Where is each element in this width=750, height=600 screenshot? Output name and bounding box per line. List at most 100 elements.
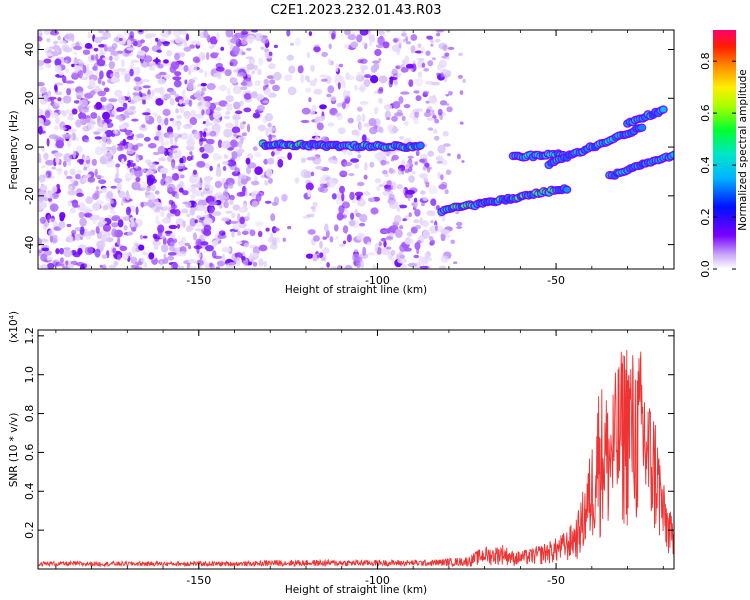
noise-blob [246,47,252,52]
noise-blob [413,119,420,125]
noise-blob [144,30,148,33]
noise-blob [335,63,339,72]
noise-blob [154,87,161,93]
noise-blob [362,65,369,70]
noise-blob [181,96,190,106]
noise-blob [47,90,52,96]
noise-blob [427,150,435,157]
noise-blob [440,72,444,78]
noise-blob [458,52,463,57]
noise-blob [201,109,205,116]
noise-blob [127,160,131,169]
noise-blob [337,127,346,135]
noise-blob [217,163,221,168]
noise-blob [132,66,141,76]
spectrogram-panel: -150 -100 -50 -40 -20 0 20 40 Height of straig… [8,29,675,296]
noise-blob [387,187,393,191]
noise-blob [93,131,101,135]
noise-blob [46,52,53,57]
noise-blob [236,256,240,262]
noise-blob [422,196,429,201]
noise-blob [96,240,106,249]
noise-blob [347,117,354,124]
noise-blob [366,241,371,246]
noise-blob [115,163,121,168]
noise-blob [327,180,336,188]
noise-blob [43,58,52,64]
noise-blob [85,118,94,124]
noise-blob [401,115,406,121]
snr-plot-area [38,330,674,569]
noise-blob [119,245,128,252]
noise-blob [374,48,382,57]
noise-blob [130,256,137,265]
noise-blob [186,227,190,232]
noise-blob [225,95,234,103]
noise-blob [138,244,145,251]
noise-blob [176,185,180,194]
noise-blob [153,245,159,250]
noise-blob [386,117,391,120]
noise-blob [377,30,385,35]
noise-blob [53,152,64,157]
noise-blob [421,158,428,165]
noise-blob [132,96,142,102]
noise-blob [308,31,313,37]
noise-blob [181,208,189,214]
noise-blob [420,46,425,55]
noise-blob [373,106,379,115]
noise-blob [241,230,249,235]
noise-blob [359,214,368,223]
noise-blob [234,110,243,115]
noise-blob [254,80,262,87]
noise-blob [38,42,41,51]
noise-blob [359,30,369,36]
noise-blob [38,249,43,254]
noise-blob [103,122,108,132]
noise-blob [73,100,80,104]
noise-blob [249,229,256,237]
noise-blob [271,202,278,206]
noise-blob [378,75,388,84]
noise-blob [423,68,430,72]
noise-blob [75,173,81,180]
noise-blob [131,168,135,175]
noise-blob [188,259,197,264]
noise-blob [240,30,249,35]
noise-blob [312,201,318,207]
noise-blob [410,45,416,54]
noise-blob [225,111,231,115]
noise-blob [424,181,430,185]
noise-blob [344,30,351,36]
noise-blob [193,232,197,241]
noise-blob [229,220,238,224]
spectrogram-x-ticks: -150 -100 -50 [55,30,664,287]
noise-blob [174,36,182,44]
noise-blob [204,70,208,78]
noise-blob [134,170,143,178]
noise-blob [172,30,182,37]
noise-blob [51,166,57,170]
noise-blob [109,55,113,61]
noise-blob [331,193,337,200]
noise-blob [48,96,57,100]
noise-blob [426,108,431,113]
noise-blob [425,50,431,56]
noise-blob [186,156,193,161]
noise-blob [322,247,330,255]
noise-blob [82,64,87,74]
noise-blob [459,121,464,125]
noise-blob [218,84,227,91]
spectrogram-y-axis-label: Frequency (Hz) [8,110,20,189]
noise-blob [349,191,355,201]
noise-blob [268,51,273,57]
noise-blob [254,166,263,176]
noise-blob [66,175,73,180]
noise-blob [72,149,77,159]
noise-blob [234,32,243,39]
noise-blob [161,244,169,253]
noise-blob [363,174,368,180]
noise-blob [38,195,44,203]
noise-blob [380,237,387,242]
noise-blob [157,145,166,155]
